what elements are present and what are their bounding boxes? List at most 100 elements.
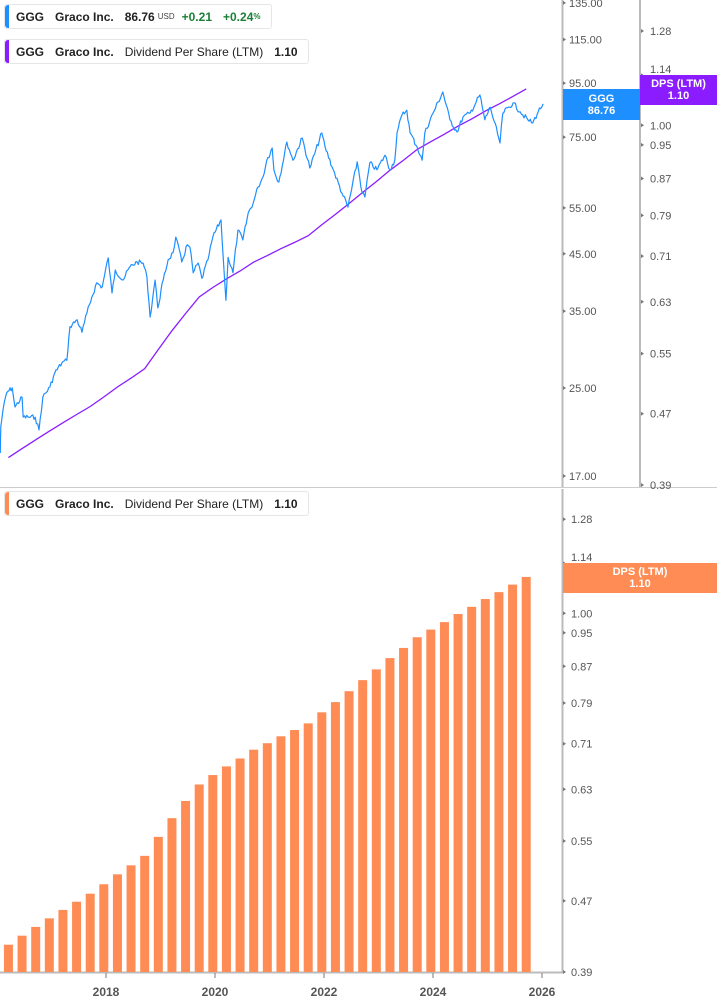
dps-bar: [439, 622, 449, 972]
price-badge: GGG 86.76: [563, 89, 640, 120]
dps-bar: [480, 599, 490, 972]
dps-bar: [508, 584, 518, 972]
dps-bar: [262, 743, 272, 972]
dps-top-badge: DPS (LTM) 1.10: [640, 75, 717, 105]
x-tick-label: 2020: [202, 985, 229, 999]
dps-tick-mark: [641, 213, 644, 218]
legend-ticker: GGG: [16, 496, 45, 511]
dps-bar: [112, 874, 122, 972]
y-tick-label: 0.47: [571, 896, 592, 908]
dps-bar: [3, 944, 13, 972]
dps-bar: [358, 680, 368, 972]
price-tick-mark: [563, 81, 566, 86]
dps-tick-mark: [641, 142, 644, 147]
dps-tick-label: 1.28: [650, 26, 671, 38]
price-tick-label: 95.00: [569, 78, 597, 90]
dps-badge-label: DPS (LTM): [651, 78, 706, 90]
dps-bar: [17, 935, 27, 972]
legend-change: +0.21: [181, 9, 212, 24]
dps-tick-label: 0.39: [650, 480, 671, 492]
dps-tick-mark: [641, 176, 644, 181]
y-tick-label: 0.55: [571, 836, 592, 848]
dps-bar: [303, 723, 313, 972]
dps-bar: [412, 637, 422, 972]
dps-bar: [58, 909, 68, 972]
y-tick-label: 0.71: [571, 739, 592, 751]
legend-company: Graco Inc.: [55, 9, 114, 24]
y-tick-label: 1.14: [571, 552, 592, 564]
y-tick-label: 1.28: [571, 514, 592, 526]
y-tick-label: 0.79: [571, 698, 592, 710]
price-tick-label: 35.00: [569, 306, 597, 318]
dps-line: [8, 88, 527, 459]
dps-bar: [290, 730, 300, 972]
legend-currency: USD: [157, 12, 175, 21]
y-tick-mark: [563, 701, 566, 706]
price-pane: 135.00 115.00 95.00 75.00 55.00 45.00 35.00 25.…: [0, 0, 717, 492]
dps-bar: [494, 592, 504, 972]
legend-pct-sign: %: [253, 12, 261, 21]
price-legend[interactable]: GGG Graco Inc. 86.76 USD +0.21 +0.24 %: [4, 4, 272, 29]
y-tick-label: 0.39: [571, 967, 592, 979]
dps-bar: [153, 836, 163, 972]
price-tick-label: 115.00: [569, 35, 602, 47]
dps-tick-mark: [641, 483, 644, 488]
dps-legend-color: [5, 40, 9, 63]
y-tick-label: 0.95: [571, 628, 592, 640]
dps-legend-bottom[interactable]: GGG Graco Inc. Dividend Per Share (LTM) …: [4, 491, 309, 516]
x-tick-label: 2018: [93, 985, 120, 999]
dps-badge-value: 1.10: [629, 578, 651, 590]
price-tick-label: 55.00: [569, 203, 597, 215]
price-badge-value: 86.76: [587, 104, 616, 117]
dps-bar: [317, 712, 327, 972]
dps-tick-label: 0.71: [650, 251, 671, 263]
dps-bar: [72, 901, 82, 972]
dps-legend-color: [5, 492, 9, 515]
dps-tick-label: 0.47: [650, 409, 671, 421]
dps-tick-label: 0.95: [650, 140, 671, 152]
dps-bar: [453, 614, 463, 972]
dps-badge-label: DPS (LTM): [612, 566, 668, 578]
legend-metric: Dividend Per Share (LTM): [124, 496, 264, 511]
price-tick-label: 75.00: [569, 132, 597, 144]
y-tick-mark: [563, 611, 566, 616]
dps-bar: [426, 629, 436, 972]
legend-company: Graco Inc.: [55, 496, 114, 511]
y-tick-label: 0.63: [571, 784, 592, 796]
y-tick-mark: [563, 517, 566, 522]
price-tick-mark: [563, 309, 566, 314]
x-tick-label: 2022: [311, 985, 338, 999]
dps-tick-label: 0.63: [650, 297, 671, 309]
price-tick-label: 25.00: [569, 383, 597, 395]
dps-legend-top[interactable]: GGG Graco Inc. Dividend Per Share (LTM) …: [4, 39, 309, 64]
y-tick-label: 1.00: [571, 608, 592, 620]
dps-bar: [31, 926, 41, 972]
dps-tick-label: 1.14: [650, 64, 671, 76]
dps-badge-value: 1.10: [667, 90, 690, 102]
dps-pane: 1.28 1.14 1.00 0.95 0.87 0.79 0.71 0.63 0.55 0.47…: [0, 489, 592, 999]
y-tick-mark: [563, 839, 566, 844]
dps-tick-mark: [641, 351, 644, 356]
price-tick-mark: [563, 135, 566, 140]
dps-tick-mark: [641, 123, 644, 128]
price-badge-ticker: GGG: [588, 92, 615, 105]
y-tick-mark: [563, 787, 566, 792]
dps-bar: [235, 758, 245, 972]
y-tick-mark: [563, 664, 566, 669]
y-tick-label: 0.87: [571, 661, 592, 673]
dps-bar: [276, 736, 286, 972]
legend-ticker: GGG: [16, 9, 45, 24]
x-tick-label: 2024: [420, 985, 447, 999]
dps-bar: [99, 884, 109, 972]
legend-price: 86.76: [124, 9, 155, 24]
price-tick-mark: [563, 0, 566, 5]
dps-tick-label: 1.00: [650, 120, 671, 132]
dps-tick-mark: [641, 29, 644, 34]
legend-value: 1.10: [274, 496, 298, 511]
y-tick-mark: [563, 898, 566, 903]
dps-bar: [181, 800, 191, 972]
price-line: [0, 91, 544, 454]
legend-change-pct: +0.24: [223, 9, 254, 24]
price-tick-mark: [563, 37, 566, 42]
